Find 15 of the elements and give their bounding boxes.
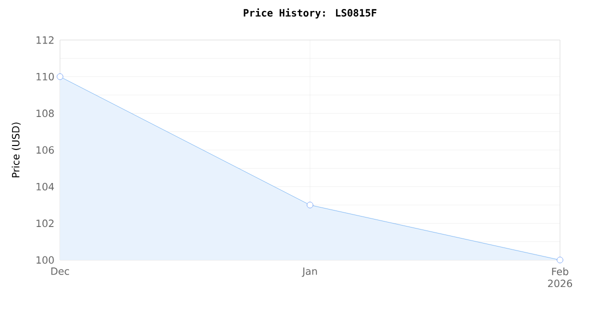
point [306,202,314,208]
y-tick-label: 102 [36,220,54,228]
x-tick-label: Dec [51,268,70,275]
x-tick-label: Feb 2026 [548,268,572,288]
y-tick-label: 108 [36,110,54,118]
y-axis-title: Price (USD) [12,122,21,178]
y-tick-label: 106 [36,146,54,154]
y-tick-label: 100 [36,256,54,264]
point [556,256,564,264]
y-tick-label: 104 [36,182,54,190]
chart-title: Price History: LS0815F [244,8,376,18]
y-tick-label: 110 [36,72,54,80]
x-tick-label: Jan [302,268,317,277]
y-tick-label: 112 [36,36,54,44]
point [56,73,64,80]
